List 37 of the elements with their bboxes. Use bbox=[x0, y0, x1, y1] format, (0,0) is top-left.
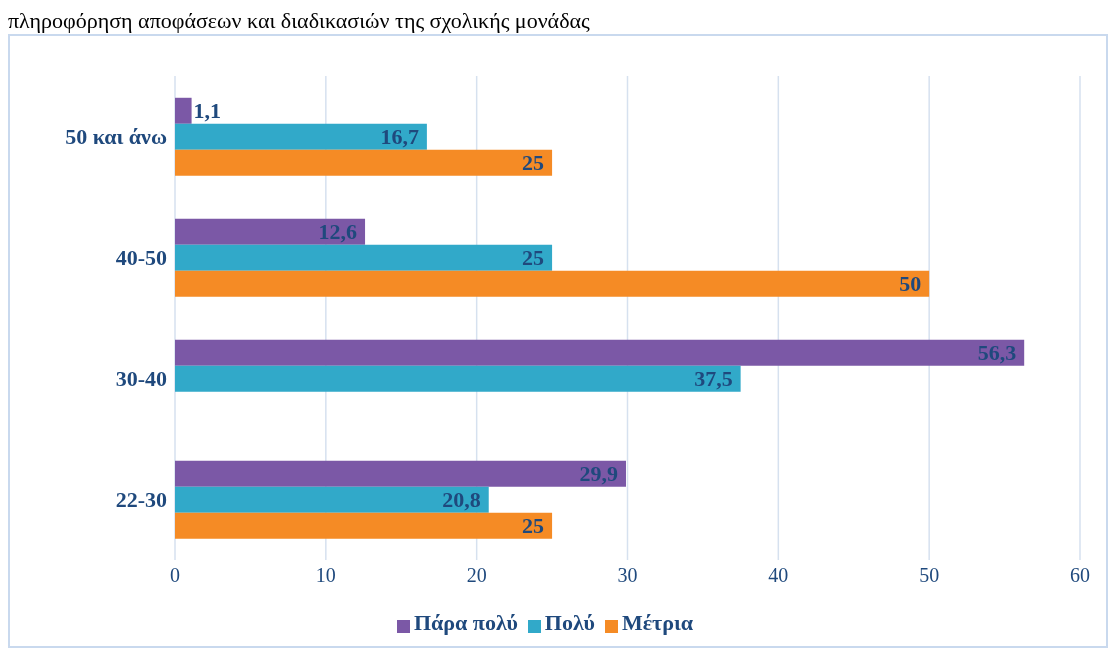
bar bbox=[175, 365, 741, 392]
x-tick-label: 20 bbox=[466, 564, 487, 587]
bar bbox=[175, 244, 553, 271]
x-tick-label: 40 bbox=[768, 564, 789, 587]
data-label: 16,7 bbox=[380, 124, 419, 150]
x-tick-label: 60 bbox=[1070, 564, 1090, 587]
x-tick-label: 30 bbox=[617, 564, 638, 587]
data-label: 25 bbox=[522, 513, 545, 539]
chart-title: πληροφόρηση αποφάσεων και διαδικασιών της σχολικής μονάδας bbox=[8, 8, 591, 34]
bar bbox=[175, 460, 626, 487]
y-tick-label: 50 και άνω bbox=[65, 124, 167, 150]
legend-label: Πάρα πολύ bbox=[413, 610, 518, 635]
y-tick-label: 22-30 bbox=[115, 487, 167, 513]
bar bbox=[175, 123, 427, 150]
bar bbox=[175, 97, 192, 124]
bar bbox=[175, 486, 489, 513]
bar bbox=[175, 512, 553, 539]
data-label: 25 bbox=[522, 150, 545, 176]
data-label: 37,5 bbox=[694, 366, 733, 392]
legend-label: Πολύ bbox=[544, 610, 595, 635]
bar bbox=[175, 218, 366, 245]
x-tick-label: 10 bbox=[315, 564, 336, 587]
legend-label: Μέτρια bbox=[621, 610, 694, 635]
data-label: 25 bbox=[522, 245, 545, 271]
bar bbox=[175, 270, 930, 297]
data-label: 56,3 bbox=[977, 340, 1017, 366]
y-tick-label: 40-50 bbox=[115, 245, 167, 271]
bar bbox=[175, 149, 553, 176]
data-label: 29,9 bbox=[579, 461, 618, 487]
bar bbox=[175, 339, 1025, 366]
x-tick-label: 0 bbox=[170, 564, 180, 587]
data-label: 50 bbox=[899, 271, 922, 297]
data-label: 20,8 bbox=[442, 487, 481, 513]
x-tick-label: 50 bbox=[919, 564, 940, 587]
data-label: 1,1 bbox=[193, 98, 222, 124]
y-tick-label: 30-40 bbox=[115, 366, 167, 392]
data-label: 12,6 bbox=[318, 219, 358, 245]
